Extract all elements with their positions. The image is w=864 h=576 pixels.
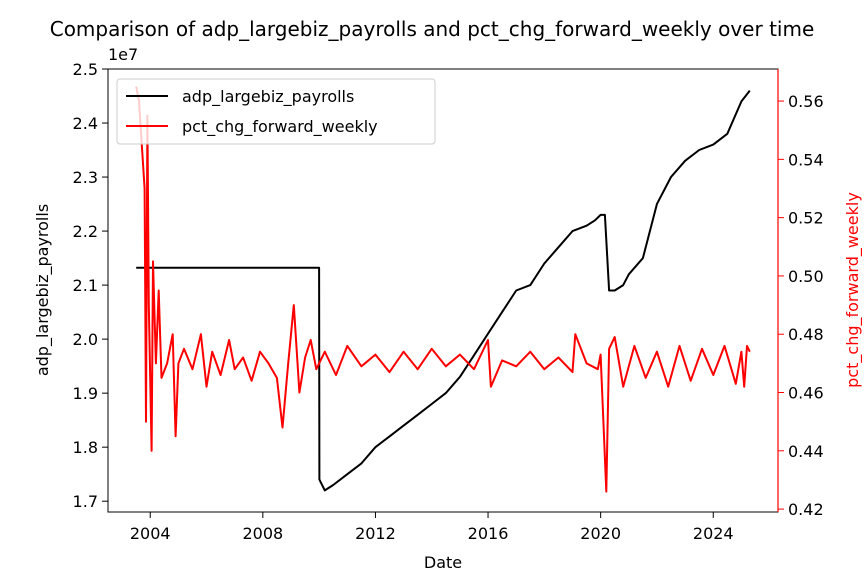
x-tick-label: 2012 xyxy=(355,524,396,543)
y-right-tick-label: 0.44 xyxy=(788,442,824,461)
y-axis-label-left: adp_largebiz_payrolls xyxy=(33,204,53,376)
legend-label-pct-chg: pct_chg_forward_weekly xyxy=(182,117,378,137)
y-left-tick-label: 2.5 xyxy=(73,60,98,79)
left-offset-text: 1e7 xyxy=(108,45,138,64)
legend: adp_largebiz_payrolls pct_chg_forward_we… xyxy=(116,78,436,145)
chart-title: Comparison of adp_largebiz_payrolls and … xyxy=(50,17,815,41)
series-line-1 xyxy=(135,86,751,493)
y-axis-label-right: pct_chg_forward_weekly xyxy=(843,192,863,388)
y-right-tick-label: 0.42 xyxy=(788,500,824,519)
legend-box xyxy=(116,78,436,145)
x-tick-label: 2016 xyxy=(468,524,509,543)
series-layer xyxy=(135,86,751,493)
y-left-tick-label: 2.4 xyxy=(73,114,98,133)
y-right-tick-label: 0.46 xyxy=(788,384,824,403)
x-tick-label: 2004 xyxy=(130,524,171,543)
series-line-0 xyxy=(136,89,751,492)
y-left-tick-label: 1.7 xyxy=(73,492,98,511)
x-tick-label: 2020 xyxy=(580,524,621,543)
y-right-tick-label: 0.52 xyxy=(788,209,824,228)
y-left-tick-label: 1.8 xyxy=(73,438,98,457)
y-left-tick-label: 2.0 xyxy=(73,330,98,349)
x-tick-label: 2024 xyxy=(693,524,734,543)
y-right-tick-label: 0.48 xyxy=(788,325,824,344)
y-left-tick-label: 2.2 xyxy=(73,222,98,241)
axes-layer: 2004 2008 2012 2016 2020 2024 1.7 1.8 1.9 2.0 2.1 2… xyxy=(73,60,824,543)
x-tick-label: 2008 xyxy=(242,524,283,543)
y-right-tick-label: 0.54 xyxy=(788,150,824,169)
y-left-tick-label: 1.9 xyxy=(73,384,98,403)
legend-label-payrolls: adp_largebiz_payrolls xyxy=(182,87,354,107)
x-axis-label: Date xyxy=(424,553,462,572)
y-right-tick-label: 0.50 xyxy=(788,267,824,286)
y-left-tick-label: 2.3 xyxy=(73,168,98,187)
plot-area: 2004 2008 2012 2016 2020 2024 1.7 1.8 1.9 2.0 2.1 2… xyxy=(73,60,824,543)
y-right-tick-label: 0.56 xyxy=(788,92,824,111)
y-left-tick-label: 2.1 xyxy=(73,276,98,295)
